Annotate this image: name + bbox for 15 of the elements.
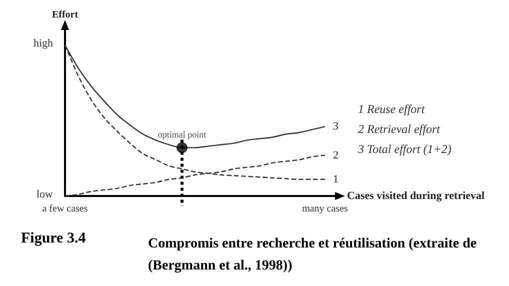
x-axis-title: Cases visited during retrieval [347, 190, 485, 202]
text: Figure 3.4 [21, 230, 86, 246]
text: Compromis entre recherche et réutilisation (extraite de (Bergmann et al., 1998)) [148, 236, 480, 274]
x-tick-label: a few cases [42, 204, 88, 214]
x-tick-label: many cases [302, 204, 348, 214]
text: 1 Reuse effort [358, 102, 426, 116]
text: high [33, 38, 54, 50]
text: 3 Total effort (1+2) [357, 142, 452, 156]
series-label: optimal point [158, 130, 207, 140]
y-axis-title: Effort [52, 10, 79, 20]
series-label: 1 [333, 173, 338, 186]
text: low [36, 188, 54, 200]
text: 2 Retrieval effort [358, 122, 441, 136]
series-label: 2 [333, 149, 338, 162]
series-label: 3 [333, 120, 339, 133]
